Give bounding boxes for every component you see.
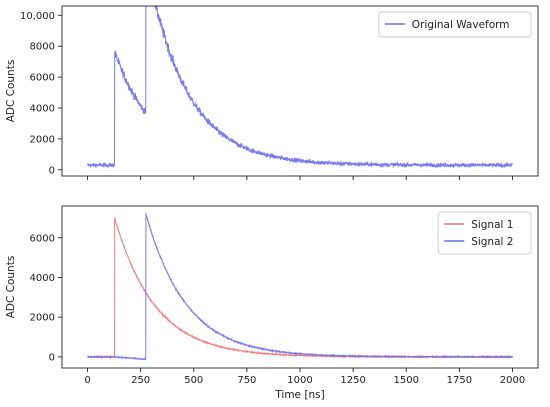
bottom-panel: 0 250 500 750 1000 1250 1500 1750 2000 0 2000 4000 6…: [5, 205, 539, 401]
series-line-signal-2: [87, 212, 513, 361]
series-lines: [87, 212, 513, 361]
legend: Signal 1 Signal 2: [437, 211, 532, 255]
x-tick-label: 250: [131, 375, 150, 386]
legend-label: Original Waveform: [412, 19, 510, 31]
y-tick-label: 2000: [30, 313, 55, 324]
x-tick-label: 750: [237, 375, 256, 386]
x-axis-label: Time [ns]: [274, 389, 324, 401]
legend-label: Signal 2: [471, 236, 513, 248]
y-tick-label: 4000: [30, 273, 55, 284]
legend-box: [437, 211, 532, 255]
y-tick-label: 0: [49, 165, 55, 176]
legend-box: [378, 11, 532, 38]
y-tick-label: 4000: [30, 104, 55, 115]
y-axis-label: ADC Counts: [5, 256, 17, 319]
series-lines: [87, 6, 513, 169]
y-tick-label: 8000: [30, 42, 55, 53]
x-tick-label: 0: [84, 375, 90, 386]
y-tick-label: 6000: [30, 73, 55, 84]
y-tick-label: 6000: [30, 233, 55, 244]
legend: Original Waveform: [378, 11, 532, 38]
y-tick-label: 0: [49, 352, 55, 363]
top-panel: 0 2000 4000 6000 8000 10,000 ADC Counts Origina…: [5, 5, 539, 180]
x-tick-label: 1750: [447, 375, 472, 386]
x-tick-label: 2000: [500, 375, 525, 386]
x-tick-label: 1500: [394, 375, 419, 386]
x-tick-label: 500: [184, 375, 203, 386]
series-line-original-waveform: [87, 6, 513, 169]
x-tick-label: 1250: [340, 375, 365, 386]
x-tick-label: 1000: [287, 375, 312, 386]
y-tick-label: 2000: [30, 134, 55, 145]
y-tick-label: 10,000: [20, 11, 55, 22]
legend-label: Signal 1: [471, 219, 513, 231]
y-axis-label: ADC Counts: [5, 60, 17, 123]
